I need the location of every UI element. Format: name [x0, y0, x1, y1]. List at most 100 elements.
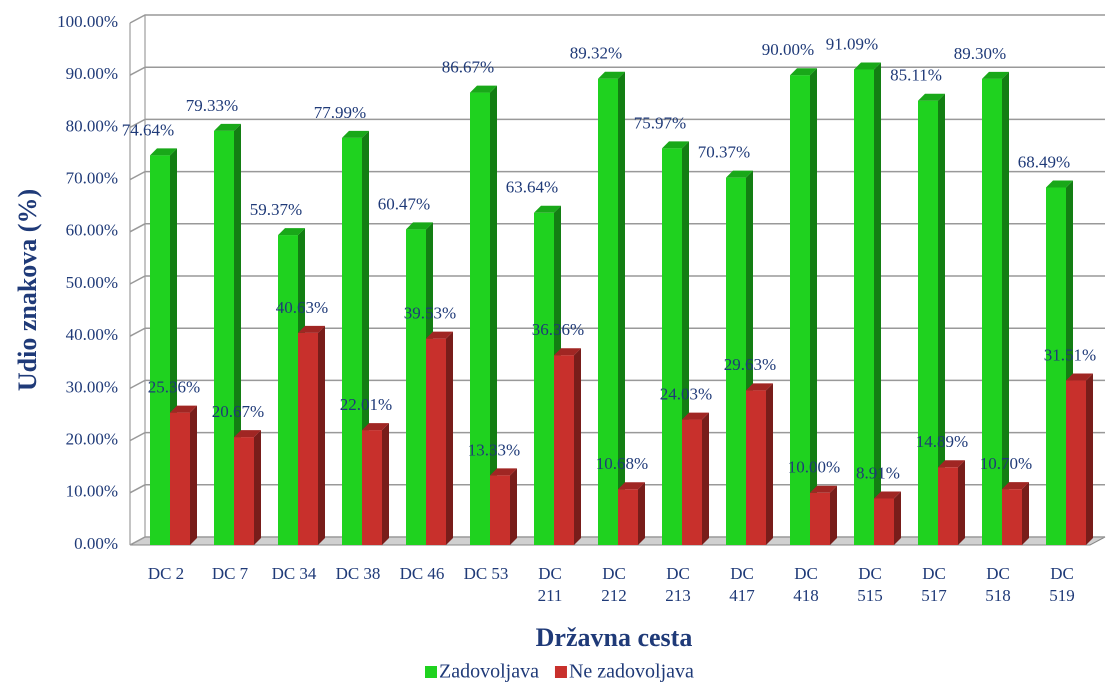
legend-swatch [425, 666, 437, 678]
x-tick-label-line: 418 [793, 586, 819, 605]
x-tick-label-line: 211 [538, 586, 563, 605]
bar-top [918, 93, 945, 101]
bar-front [790, 75, 810, 545]
bar-side [702, 412, 709, 545]
y-tick-label: 20.00% [66, 430, 118, 449]
data-label: 29.63% [724, 355, 776, 374]
x-tick-label: DC 519 [1049, 564, 1075, 605]
bar-front [810, 492, 830, 545]
bar-side [766, 383, 773, 545]
bar [790, 68, 817, 545]
data-label: 40.63% [276, 298, 328, 317]
bar-side [618, 71, 625, 545]
bar [810, 485, 837, 545]
bar-side [1022, 482, 1029, 545]
bar-top [598, 71, 625, 79]
bar-front [874, 498, 894, 545]
bar [298, 325, 325, 545]
data-label: 10.00% [788, 458, 840, 477]
bar-side [318, 325, 325, 545]
bar-side [810, 68, 817, 545]
bar-front [234, 437, 254, 545]
bar-front [938, 467, 958, 545]
bar-front [918, 100, 938, 545]
x-tick-label-line: 517 [921, 586, 947, 605]
x-tick-label-line: DC [794, 564, 818, 583]
bar-top [534, 205, 561, 213]
bar [746, 383, 773, 545]
bar [234, 430, 261, 545]
bar [598, 71, 625, 545]
y-tick-label: 100.00% [57, 12, 118, 31]
data-label: 70.37% [698, 143, 750, 162]
data-label: 77.99% [314, 103, 366, 122]
bar-side [446, 331, 453, 545]
grid-line [129, 379, 1105, 390]
y-tick-label: 80.00% [66, 116, 118, 135]
bar-front [406, 229, 426, 545]
bar-top [938, 460, 965, 468]
x-tick-label: DC 2 [148, 564, 184, 583]
bar-side [894, 491, 901, 545]
bar-front [470, 92, 490, 545]
data-label: 89.30% [954, 44, 1006, 63]
bar-top [426, 331, 453, 339]
bar-side [1002, 71, 1009, 545]
x-tick-label: DC 46 [400, 564, 445, 583]
data-label: 86.67% [442, 57, 494, 76]
y-tick-label: 0.00% [74, 534, 118, 553]
legend-label: Ne zadovoljava [569, 661, 694, 683]
bar [1066, 373, 1093, 545]
bar-front [214, 130, 234, 545]
data-label: 63.64% [506, 178, 558, 197]
bar-side [490, 85, 497, 545]
data-label: 74.64% [122, 120, 174, 139]
data-label: 22.01% [340, 395, 392, 414]
bar-side [874, 62, 881, 546]
bar-top [662, 141, 689, 149]
bar-side [574, 348, 581, 545]
bar [426, 331, 453, 545]
x-tick-label-line: 417 [729, 586, 755, 605]
bar [554, 348, 581, 545]
grid-line [129, 484, 1105, 494]
bar-front [598, 78, 618, 545]
x-tick-label-line: DC [986, 564, 1010, 583]
bar [982, 71, 1009, 545]
x-tick-label-line: DC [538, 564, 562, 583]
bar-top [1066, 373, 1093, 381]
x-tick-label-line: 213 [665, 586, 691, 605]
bar-top [214, 123, 241, 131]
x-tick-label: DC 38 [336, 564, 381, 583]
bar [918, 93, 945, 545]
bar-side [510, 468, 517, 545]
grid-line [129, 170, 1105, 181]
y-tick-label: 30.00% [66, 377, 118, 396]
y-tick-label: 40.00% [66, 325, 118, 344]
bar-front [726, 177, 746, 546]
x-tick-label-line: DC [730, 564, 754, 583]
x-tick-label-line: 519 [1049, 586, 1075, 605]
x-tick-label: DC 34 [272, 564, 317, 583]
bar-top [470, 85, 497, 93]
bar [854, 62, 881, 546]
bar-top [854, 62, 881, 70]
bar [662, 141, 689, 546]
data-label: 13.33% [468, 440, 520, 459]
bar-top [150, 148, 177, 156]
x-tick-label: DC 212 [601, 564, 627, 605]
data-label: 10.68% [596, 454, 648, 473]
data-label: 75.97% [634, 113, 686, 132]
x-tick-label-line: 515 [857, 586, 883, 605]
data-label: 79.33% [186, 96, 238, 115]
data-label: 36.36% [532, 320, 584, 339]
bar-top [1046, 180, 1073, 188]
y-axis-title: Udio znakova (%) [13, 189, 42, 391]
bar-side [190, 405, 197, 545]
y-tick-label: 90.00% [66, 64, 118, 83]
x-tick-label: DC 517 [921, 564, 947, 605]
x-tick-label-line: 518 [985, 586, 1011, 605]
bar-top [406, 222, 433, 230]
bar-front [746, 390, 766, 545]
x-tick-label: DC 518 [985, 564, 1011, 605]
